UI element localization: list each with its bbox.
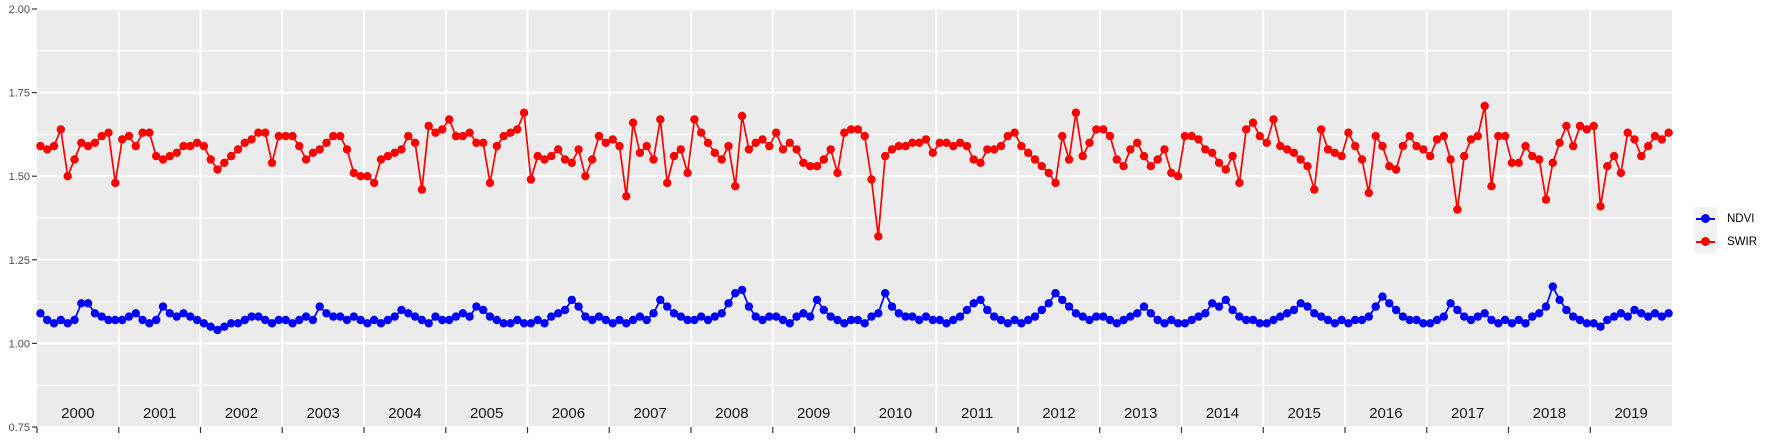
legend-label-swir: SWIR (1727, 235, 1758, 248)
legend-item-ndvi: NDVI (1694, 207, 1757, 230)
y-tick-label: 1.25 (9, 255, 30, 267)
legend-key-ndvi-icon (1694, 207, 1717, 230)
gridlines-major (37, 8, 1672, 428)
x-tick-label: 2004 (388, 405, 421, 422)
legend-point-swatch (1701, 237, 1710, 246)
x-tick-label: 2018 (1533, 405, 1566, 422)
y-axis-labels: 0.75 1.00 1.25 1.50 1.75 2.00 (9, 4, 30, 434)
y-tick-label: 1.00 (9, 338, 30, 350)
series-ndvi (36, 282, 1673, 335)
legend-key-swir-icon (1694, 230, 1717, 253)
y-tick-label: 1.50 (9, 171, 30, 183)
legend: NDVI SWIR (1694, 207, 1757, 253)
y-tick-label: 2.00 (9, 4, 30, 16)
y-tick-label: 0.75 (9, 422, 30, 434)
x-tick-label: 2009 (797, 405, 830, 422)
x-tick-label: 2006 (552, 405, 585, 422)
x-tick-label: 2015 (1287, 405, 1320, 422)
legend-point-swatch (1701, 214, 1710, 223)
x-tick-label: 2019 (1614, 405, 1647, 422)
x-tick-label: 2001 (143, 405, 176, 422)
x-tick-label: 2008 (715, 405, 748, 422)
x-tick-label: 2000 (61, 405, 94, 422)
x-tick-label: 2017 (1451, 405, 1484, 422)
x-tick-label: 2014 (1206, 405, 1239, 422)
x-tick-label: 2007 (633, 405, 666, 422)
x-tick-label: 2003 (306, 405, 339, 422)
x-tick-label: 2016 (1369, 405, 1402, 422)
x-tick-label: 2011 (961, 405, 993, 422)
y-tick-label: 1.75 (9, 88, 30, 100)
x-tick-label: 2013 (1124, 405, 1157, 422)
x-tick-label: 2005 (470, 405, 503, 422)
legend-label-ndvi: NDVI (1727, 212, 1755, 225)
legend-item-swir: SWIR (1694, 230, 1757, 253)
axis-ticks (32, 8, 1591, 433)
x-axis-labels: 2000 2001 2002 2003 2004 2005 2006 2007 2008 2009… (61, 405, 1648, 422)
x-tick-label: 2010 (879, 405, 912, 422)
series-swir (36, 101, 1673, 241)
x-tick-label: 2002 (225, 405, 258, 422)
x-tick-label: 2012 (1042, 405, 1075, 422)
